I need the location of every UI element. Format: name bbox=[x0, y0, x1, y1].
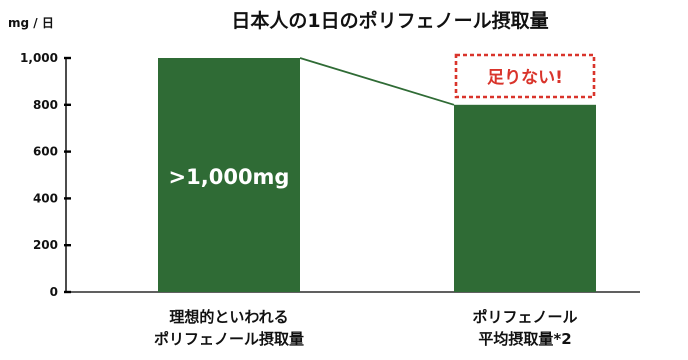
bar bbox=[158, 58, 300, 292]
trend-connector-line bbox=[299, 57, 455, 106]
x-category-label: 理想的といわれる bbox=[169, 308, 288, 326]
annotation-box bbox=[454, 53, 596, 99]
y-tick-label: 800 bbox=[33, 98, 58, 112]
y-axis-label: mg / 日 bbox=[8, 16, 54, 30]
bars-layer bbox=[158, 57, 596, 292]
x-category-label: 平均摂取量*2 bbox=[478, 330, 571, 348]
x-category-label: ポリフェノール摂取量 bbox=[154, 330, 304, 348]
bar bbox=[454, 104, 596, 292]
annotation-text: 足りない! bbox=[487, 68, 563, 88]
x-category-label: ポリフェノール bbox=[472, 308, 577, 326]
chart-title: 日本人の1日のポリフェノール摂取量 bbox=[231, 9, 548, 32]
y-tick-label: 400 bbox=[33, 191, 58, 205]
y-tick-label: 200 bbox=[33, 238, 58, 252]
y-tick-label: 0 bbox=[50, 285, 58, 299]
y-tick-label: 1,000 bbox=[20, 51, 58, 65]
y-tick-label: 600 bbox=[33, 145, 58, 159]
bar-value-label: >1,000mg bbox=[169, 165, 290, 189]
